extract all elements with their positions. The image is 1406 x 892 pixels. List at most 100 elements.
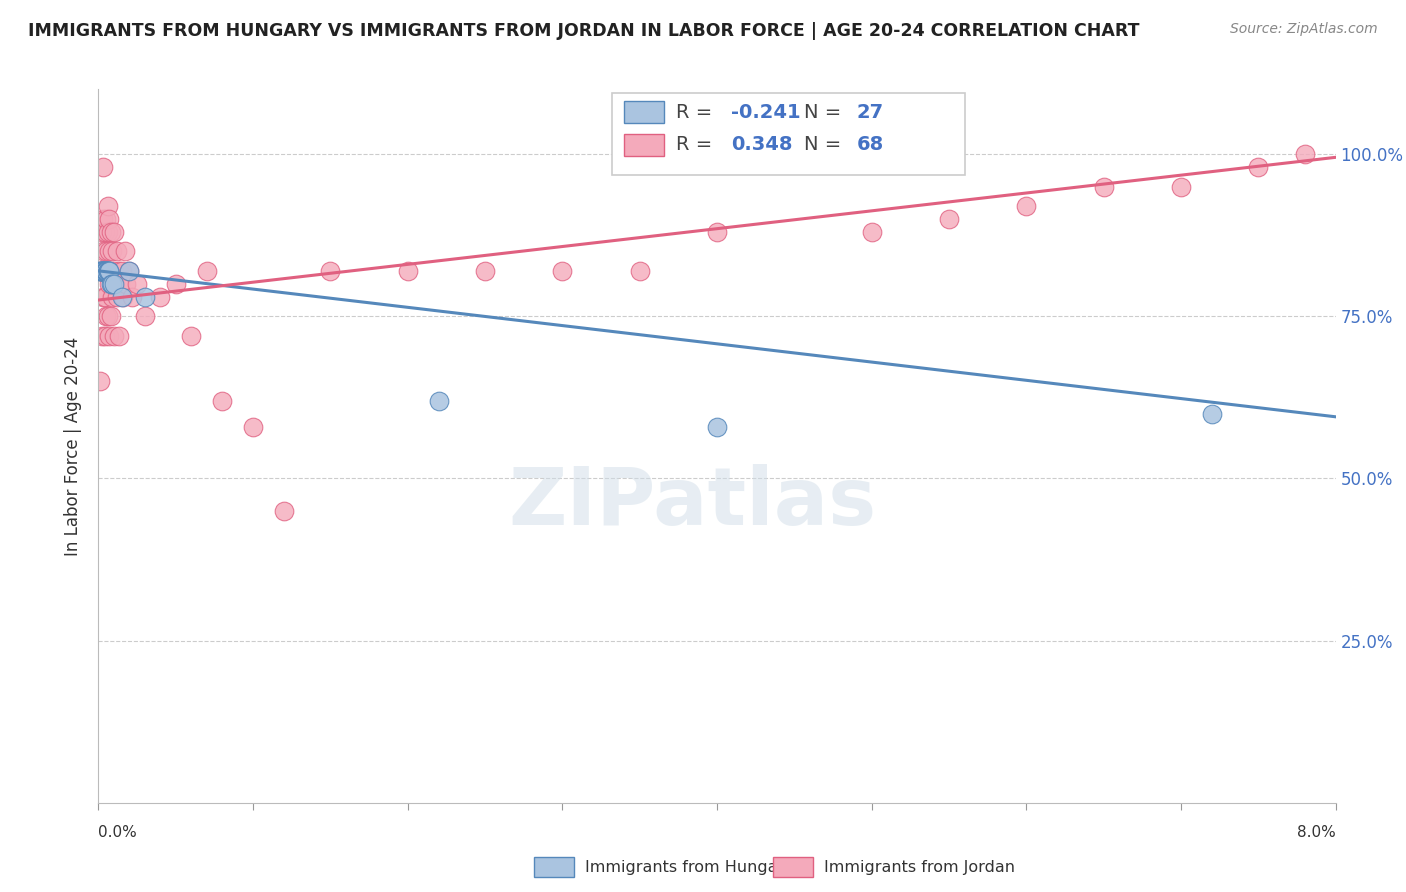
Point: [273, 504, 295, 518]
Point: [242, 419, 264, 434]
Point: [91, 264, 114, 278]
FancyBboxPatch shape: [612, 93, 965, 175]
Point: [93, 264, 115, 278]
Text: 68: 68: [856, 136, 884, 154]
Point: [165, 277, 187, 291]
Point: [105, 244, 128, 259]
Point: [105, 290, 128, 304]
Point: [134, 290, 156, 304]
Point: [211, 393, 233, 408]
Point: [89, 374, 111, 388]
Point: [98, 264, 121, 278]
Point: [97, 264, 120, 278]
Text: N =: N =: [804, 103, 848, 121]
Point: [114, 244, 136, 259]
Point: [89, 264, 111, 278]
Bar: [624, 102, 664, 123]
Point: [706, 225, 728, 239]
Point: [90, 264, 112, 278]
Point: [118, 264, 141, 278]
Point: [195, 264, 218, 278]
Point: [118, 264, 141, 278]
Point: [149, 290, 172, 304]
Point: [97, 264, 120, 278]
Point: [115, 277, 138, 291]
Text: 27: 27: [856, 103, 884, 121]
Point: [108, 277, 131, 291]
Point: [1201, 407, 1223, 421]
Point: [96, 310, 118, 324]
Point: [90, 225, 112, 239]
Point: [1294, 147, 1316, 161]
Point: [93, 328, 115, 343]
Point: [111, 264, 134, 278]
Point: [628, 264, 651, 278]
Point: [97, 264, 120, 278]
Text: N =: N =: [804, 136, 848, 154]
Point: [98, 244, 121, 259]
Point: [1247, 160, 1270, 174]
Point: [1092, 179, 1115, 194]
Point: [1015, 199, 1038, 213]
Point: [111, 290, 134, 304]
Point: [93, 264, 115, 278]
Point: [100, 310, 122, 324]
Point: [127, 277, 149, 291]
Text: R =: R =: [676, 103, 718, 121]
Text: 8.0%: 8.0%: [1296, 825, 1336, 840]
Point: [93, 264, 115, 278]
Point: [103, 225, 125, 239]
Point: [319, 264, 342, 278]
Point: [97, 264, 120, 278]
Point: [90, 328, 112, 343]
Point: [427, 393, 450, 408]
Point: [101, 290, 124, 304]
Point: [1170, 179, 1192, 194]
Point: [97, 310, 120, 324]
Point: [91, 264, 114, 278]
Point: [91, 290, 114, 304]
Point: [104, 277, 127, 291]
Text: -0.241: -0.241: [731, 103, 800, 121]
Point: [90, 264, 112, 278]
Point: [96, 244, 118, 259]
Text: 0.348: 0.348: [731, 136, 792, 154]
Point: [89, 264, 111, 278]
Point: [100, 277, 122, 291]
Point: [90, 264, 112, 278]
Point: [706, 419, 728, 434]
Text: Source: ZipAtlas.com: Source: ZipAtlas.com: [1230, 22, 1378, 37]
Point: [396, 264, 419, 278]
Point: [107, 328, 129, 343]
Point: [860, 225, 883, 239]
Text: Immigrants from Jordan: Immigrants from Jordan: [824, 860, 1015, 874]
Point: [101, 244, 124, 259]
Point: [98, 211, 121, 226]
Point: [103, 264, 125, 278]
Text: IMMIGRANTS FROM HUNGARY VS IMMIGRANTS FROM JORDAN IN LABOR FORCE | AGE 20-24 COR: IMMIGRANTS FROM HUNGARY VS IMMIGRANTS FR…: [28, 22, 1140, 40]
Y-axis label: In Labor Force | Age 20-24: In Labor Force | Age 20-24: [65, 336, 83, 556]
Point: [91, 244, 114, 259]
Text: R =: R =: [676, 136, 718, 154]
Point: [93, 290, 115, 304]
Point: [96, 264, 118, 278]
Point: [474, 264, 496, 278]
Bar: [624, 134, 664, 155]
Point: [96, 264, 118, 278]
Text: Immigrants from Hungary: Immigrants from Hungary: [585, 860, 793, 874]
Point: [96, 264, 118, 278]
Point: [93, 225, 115, 239]
Point: [107, 264, 129, 278]
Point: [100, 264, 122, 278]
Point: [98, 277, 121, 291]
Point: [96, 264, 118, 278]
Point: [121, 290, 143, 304]
Point: [90, 264, 112, 278]
Point: [91, 264, 114, 278]
Point: [98, 328, 121, 343]
Point: [89, 264, 111, 278]
Point: [103, 277, 125, 291]
Point: [103, 328, 125, 343]
Point: [91, 160, 114, 174]
Point: [101, 277, 124, 291]
